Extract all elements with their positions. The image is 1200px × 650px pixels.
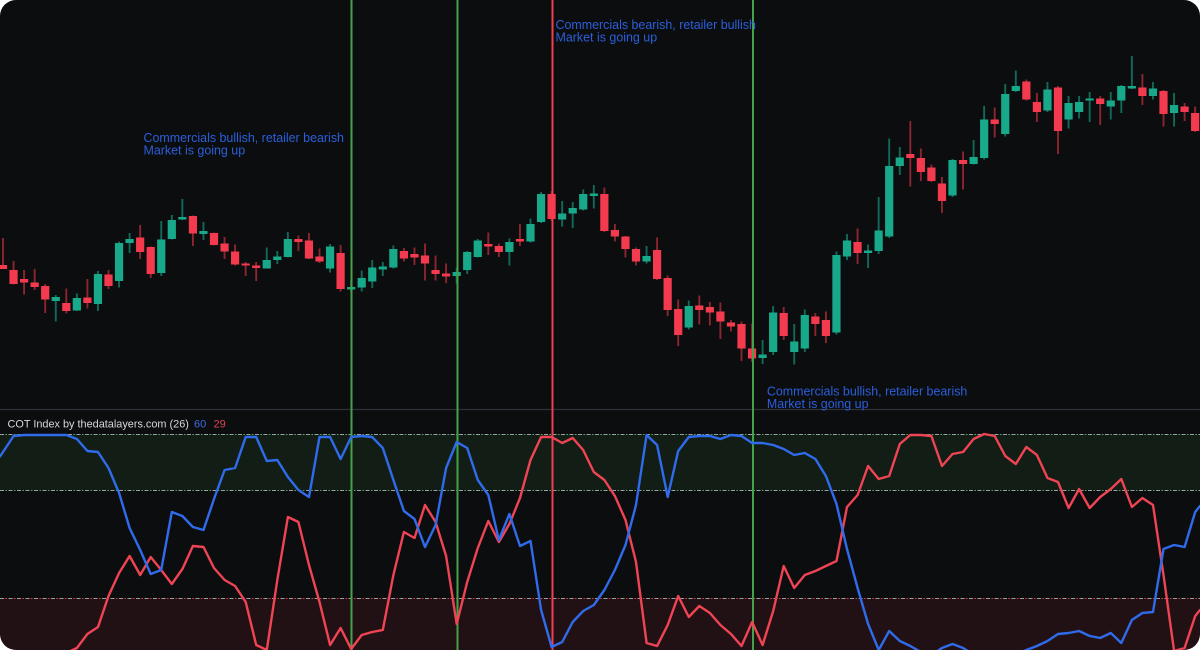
svg-text:Commercials bearish, retailer: Commercials bearish, retailer bullish [556,18,757,32]
svg-text:29: 29 [214,419,226,431]
svg-text:Market is going up: Market is going up [767,397,869,411]
svg-text:Market is going up: Market is going up [144,143,246,157]
svg-text:COT Index by thedatalayers.com: COT Index by thedatalayers.com (26) [8,419,189,431]
svg-text:Market is going up: Market is going up [556,30,658,44]
svg-text:60: 60 [194,419,206,431]
svg-text:Commercials bullish, retailer: Commercials bullish, retailer bearish [767,384,968,398]
svg-text:Commercials bullish, retailer: Commercials bullish, retailer bearish [144,131,345,145]
